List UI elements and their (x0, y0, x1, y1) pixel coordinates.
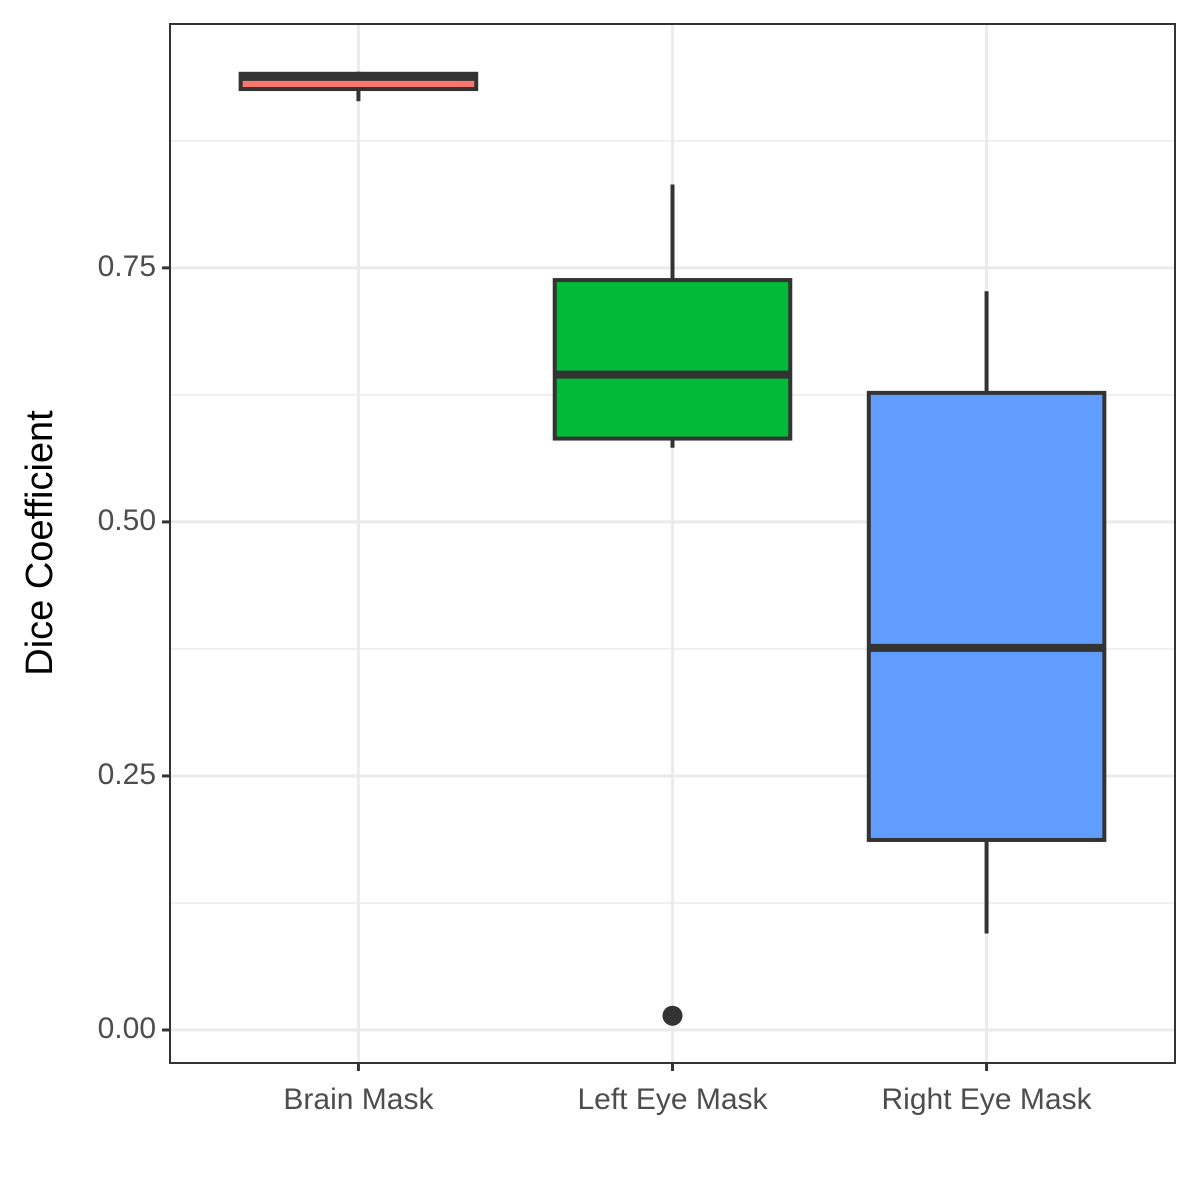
y-tick-label: 0.50 (98, 504, 156, 537)
x-tick-label: Right Eye Mask (882, 1083, 1093, 1116)
plot-border (169, 23, 1176, 1064)
x-tick-label: Brain Mask (283, 1083, 434, 1116)
y-tick-label: 0.00 (98, 1012, 156, 1045)
y-axis-label: Dice Coefficient (19, 410, 61, 676)
box (866, 390, 1107, 842)
y-tick-label: 0.75 (98, 250, 156, 283)
y-tick-label: 0.25 (98, 758, 156, 791)
box (552, 278, 793, 441)
outlier (662, 1005, 683, 1026)
x-tick-label: Left Eye Mask (577, 1083, 768, 1116)
